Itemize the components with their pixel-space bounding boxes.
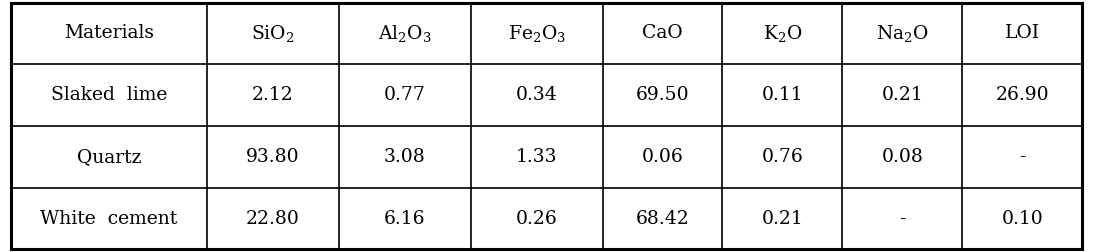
Text: 69.50: 69.50 [636,86,690,104]
Text: 2.12: 2.12 [251,86,294,104]
Text: Materials: Materials [63,24,154,42]
Text: Na$_2$O: Na$_2$O [875,23,929,44]
Text: Al$_2$O$_3$: Al$_2$O$_3$ [378,23,432,44]
Text: 0.21: 0.21 [881,86,924,104]
Text: -: - [1019,148,1025,166]
Text: White  cement: White cement [40,210,177,228]
Text: 3.08: 3.08 [384,148,425,166]
Text: 0.21: 0.21 [762,210,803,228]
Text: 1.33: 1.33 [516,148,557,166]
Text: Fe$_2$O$_3$: Fe$_2$O$_3$ [507,23,566,44]
Text: 0.34: 0.34 [516,86,557,104]
Text: 6.16: 6.16 [384,210,425,228]
Text: 93.80: 93.80 [246,148,299,166]
Text: 0.06: 0.06 [642,148,683,166]
Text: CaO: CaO [643,24,683,42]
Text: 0.08: 0.08 [881,148,924,166]
Text: 0.77: 0.77 [384,86,425,104]
Text: LOI: LOI [1004,24,1039,42]
Text: SiO$_2$: SiO$_2$ [251,23,294,44]
Text: 0.76: 0.76 [762,148,803,166]
Text: Slaked  lime: Slaked lime [50,86,167,104]
Text: 0.26: 0.26 [516,210,557,228]
Text: 68.42: 68.42 [636,210,690,228]
Text: 0.11: 0.11 [762,86,803,104]
Text: Quartz: Quartz [77,148,141,166]
Text: 0.10: 0.10 [1001,210,1043,228]
Text: -: - [900,210,905,228]
Text: 26.90: 26.90 [996,86,1049,104]
Text: 22.80: 22.80 [246,210,299,228]
Text: K$_2$O: K$_2$O [763,23,802,44]
